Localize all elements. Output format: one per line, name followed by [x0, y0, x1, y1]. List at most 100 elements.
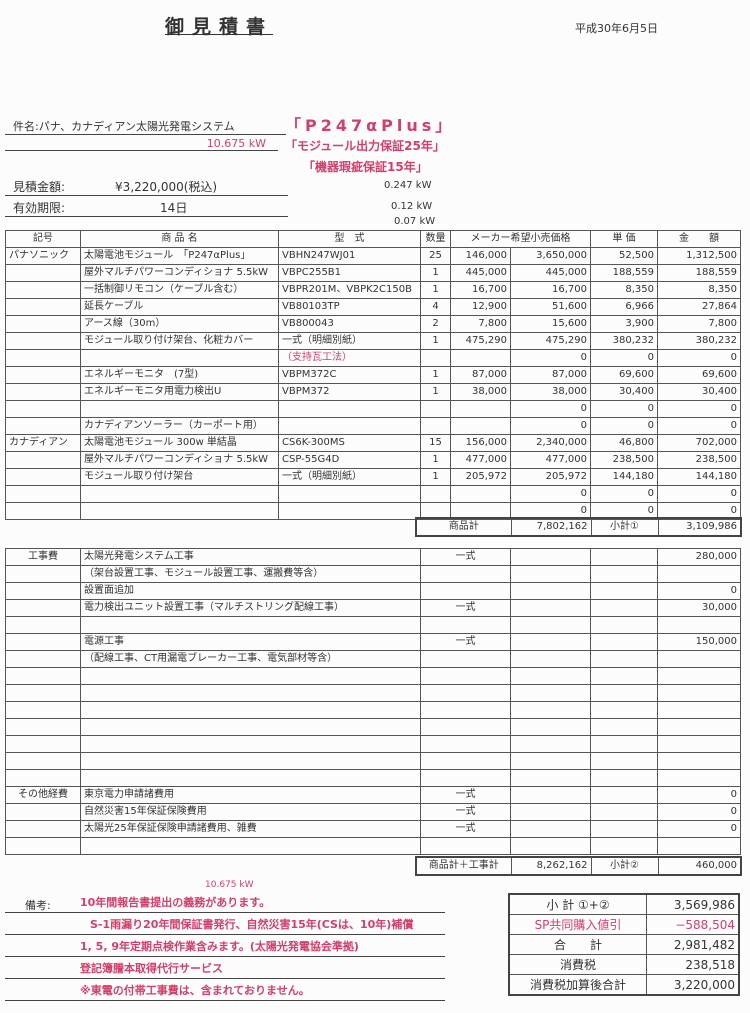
cell-blank [590, 599, 658, 617]
cell-blank [510, 582, 591, 600]
cell-qty [420, 684, 511, 702]
cell-product-name [80, 485, 279, 503]
cell-amount [657, 565, 741, 583]
cell-product-name: 延長ケーブル [80, 298, 279, 316]
remarks-capacity: 10.675 kW [205, 880, 254, 890]
cell-qty [420, 400, 451, 418]
table-row: パナソニック 太陽電池モジュール 「P247αPlus」 VBHN247WJ01 25… [5, 247, 741, 265]
remark-line: 登記簿謄本取得代行サービス [5, 959, 445, 979]
totals-value: 3,220,000 [646, 974, 740, 996]
subtotal-label: 小計① [590, 517, 659, 537]
cell-amount: 30,400 [657, 383, 741, 401]
cell-category [5, 820, 81, 838]
cell-qty [420, 752, 511, 770]
cell-qty: 一式 [420, 633, 511, 651]
products-summary: 商品計 7,802,162 小計① 3,109,986 [415, 517, 742, 537]
cell-unit-price: 0 [590, 349, 658, 367]
cell-retail-total: 87,000 [510, 366, 591, 384]
totals-row: 消費税加算後合計 3,220,000 [508, 974, 740, 996]
cell-model: VBPR201M、VBPK2C150B [278, 281, 421, 299]
cell-description [80, 701, 421, 719]
cell-retail-unit [450, 349, 511, 367]
cell-category [5, 616, 81, 634]
cell-category [5, 582, 81, 600]
cell-category: 工事費 [5, 548, 81, 566]
cell-amount: 0 [657, 417, 741, 435]
cell-amount: 0 [657, 820, 741, 838]
cell-blank [590, 684, 658, 702]
cell-blank [590, 650, 658, 668]
cell-product-name: アース線（30m） [80, 315, 279, 333]
cell-unit-price: 30,400 [590, 383, 658, 401]
cell-unit-price: 380,232 [590, 332, 658, 350]
table-row: 電力検出ユニット設置工事（マルチストリング配線工事） 一式 30,000 [5, 599, 741, 617]
cell-amount: 238,500 [657, 451, 741, 469]
cell-blank [590, 837, 658, 855]
totals-row: 消費税 238,518 [508, 954, 740, 975]
document-title: 御見積書 [165, 16, 274, 38]
cell-unit-price: 0 [590, 417, 658, 435]
cell-category [5, 599, 81, 617]
table-row: 太陽光25年保証保険申請諸費用、雑費 一式 0 [5, 820, 741, 838]
product-badge: 「P247αPlus」 [285, 116, 456, 135]
cell-blank [590, 565, 658, 583]
header-qty: 数量 [420, 230, 451, 248]
cell-blank [510, 667, 591, 685]
table-row: （架台設置工事、モジュール設置工事、運搬費等含） [5, 565, 741, 583]
cell-maker [5, 502, 81, 520]
table-row: 屋外マルチパワーコンディショナ 5.5kW CSP-55G4D 1 477,000 47… [5, 451, 741, 469]
cell-category: その他経費 [5, 786, 81, 804]
cell-retail-total: 2,340,000 [510, 434, 591, 452]
cell-amount [657, 752, 741, 770]
table-row: エネルギーモニタ用電力検出U VBPM372 1 38,000 38,000 30,400… [5, 383, 741, 401]
cell-qty: 一式 [420, 786, 511, 804]
cell-qty: 一式 [420, 803, 511, 821]
cell-blank [510, 616, 591, 634]
cell-model: CSP-55G4D [278, 451, 421, 469]
table-row: モジュール取り付け架台 一式（明細別紙） 1 205,972 205,972 144,18… [5, 468, 741, 486]
cell-qty: 1 [420, 366, 451, 384]
cell-model [278, 400, 421, 418]
cell-blank [510, 735, 591, 753]
cell-category [5, 718, 81, 736]
cell-product-name [80, 349, 279, 367]
cell-retail-total: 0 [510, 400, 591, 418]
table-row: （支持瓦工法） 0 0 0 [5, 349, 741, 367]
cell-retail-unit: 477,000 [450, 451, 511, 469]
cell-blank [510, 718, 591, 736]
cell-model: CS6K-300MS [278, 434, 421, 452]
retail-total: 7,802,162 [510, 517, 592, 537]
cell-blank [510, 548, 591, 566]
cell-product-name: エネルギーモニタ (7型) [80, 366, 279, 384]
kw-note-3: 0.07 kW [394, 216, 436, 227]
cell-maker [5, 468, 81, 486]
cell-retail-unit: 146,000 [450, 247, 511, 265]
cell-blank [590, 820, 658, 838]
cell-amount: 150,000 [657, 633, 741, 651]
cell-description [80, 684, 421, 702]
totals-value: −588,504 [646, 914, 740, 935]
cell-amount: 0 [657, 400, 741, 418]
cell-model: VBPC255B1 [278, 264, 421, 282]
cell-description: 太陽光発電システム工事 [80, 548, 421, 566]
table-row: その他経費 東京電力申請諸費用 一式 0 [5, 786, 741, 804]
cell-category [5, 735, 81, 753]
cell-unit-price: 0 [590, 400, 658, 418]
cell-blank [510, 769, 591, 787]
table-row: 電源工事 一式 150,000 [5, 633, 741, 651]
cell-blank [590, 735, 658, 753]
cell-unit-price: 6,966 [590, 298, 658, 316]
cell-amount [657, 616, 741, 634]
cell-blank [590, 769, 658, 787]
remark-line: ※東電の付帯工事費は、含まれておりません。 [5, 981, 445, 1001]
cell-maker: パナソニック [5, 247, 81, 265]
cell-amount: 7,800 [657, 315, 741, 333]
table-row: （配線工事、CT用漏電ブレーカー工事、電気部材等含） [5, 650, 741, 668]
table-row: アース線（30m） VB800043 2 7,800 15,600 3,900 7,800 [5, 315, 741, 333]
cell-retail-total: 0 [510, 349, 591, 367]
cell-blank [590, 616, 658, 634]
cell-amount: 0 [657, 485, 741, 503]
cell-amount [657, 718, 741, 736]
cell-retail-total: 38,000 [510, 383, 591, 401]
